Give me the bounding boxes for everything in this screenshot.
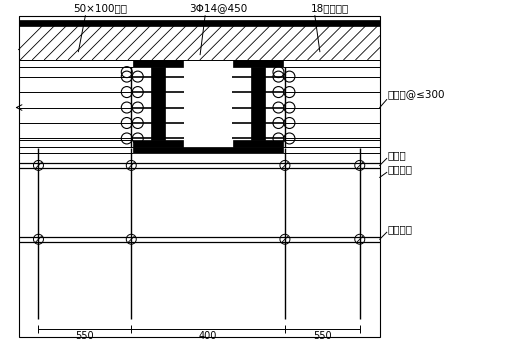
Text: 550: 550 (313, 331, 332, 341)
Text: 50×100木枚: 50×100木枚 (73, 3, 127, 13)
Bar (251, 67, 265, 141)
Bar (233, 60, 283, 67)
Text: 400: 400 (199, 331, 217, 341)
Text: 大横杆: 大横杆 (388, 151, 407, 160)
Text: 550: 550 (76, 331, 94, 341)
Bar (133, 147, 283, 153)
Bar (133, 141, 183, 147)
Text: 18厚胶合板: 18厚胶合板 (311, 3, 349, 13)
Text: 小横杆@≤300: 小横杆@≤300 (388, 89, 445, 99)
Text: 水平拉杆: 水平拉杆 (388, 224, 413, 234)
Bar (18, 16, 380, 337)
Bar (133, 60, 183, 67)
Bar (18, 20, 380, 26)
Text: 钉管立杆: 钉管立杆 (388, 164, 413, 174)
Bar (233, 141, 283, 147)
Bar (151, 67, 165, 141)
Text: 3Φ14@450: 3Φ14@450 (189, 3, 247, 13)
